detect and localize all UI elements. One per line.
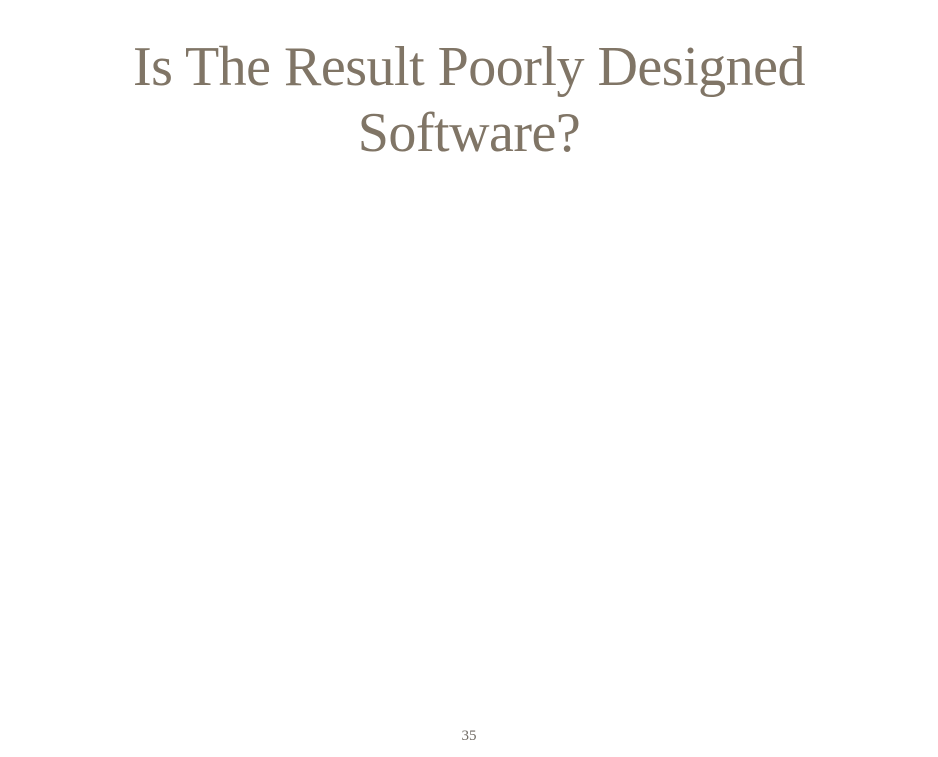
page-number: 35 [461,728,477,744]
slide-title: Is The Result Poorly Designed Software? [133,36,805,164]
